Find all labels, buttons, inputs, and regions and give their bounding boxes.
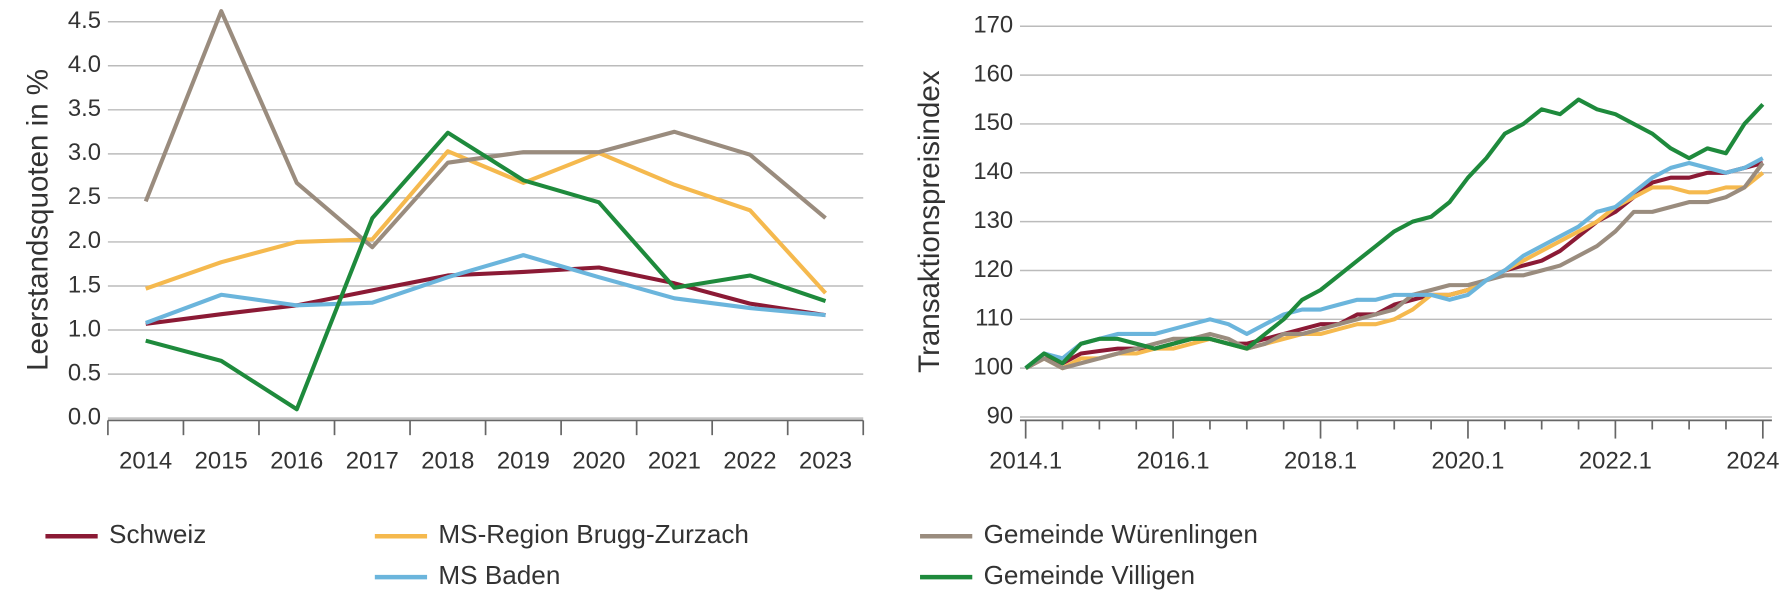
series-line (1024, 156, 1764, 370)
y-tick-label: 4.0 (68, 51, 101, 78)
x-tick-label: 2015 (195, 448, 248, 475)
y-tick-label: 2.0 (68, 227, 101, 254)
x-tick-label: 2016.1 (1137, 448, 1210, 475)
series-line (1024, 171, 1765, 371)
y-tick-label: 140 (973, 158, 1013, 185)
y-axis-title: Leerstandsquoten in % (22, 69, 55, 371)
legend-label: MS-Region Brugg-Zurzach (438, 519, 749, 549)
series-line (145, 130, 827, 412)
y-tick-label: 120 (973, 256, 1013, 283)
y-tick-label: 0.5 (68, 359, 101, 386)
x-tick-label: 2022 (723, 448, 776, 475)
series-line (1024, 97, 1765, 370)
series-line (143, 9, 827, 250)
y-tick-label: 3.5 (68, 95, 101, 122)
x-tick-label: 2023 (799, 448, 852, 475)
y-tick-label: 1.5 (68, 271, 101, 298)
y-tick-label: 3.0 (68, 139, 101, 166)
y-tick-label: 1.0 (68, 315, 101, 342)
legend-label: MS Baden (438, 560, 560, 590)
y-axis-title: Transaktionspreisindex (913, 70, 946, 373)
series-line (145, 253, 826, 325)
y-tick-label: 150 (973, 109, 1013, 136)
x-tick-label: 2022.1 (1579, 448, 1652, 475)
series-line (145, 149, 828, 295)
x-tick-label: 2018 (421, 448, 474, 475)
y-tick-label: 0.0 (68, 403, 101, 430)
legend-label: Schweiz (109, 519, 206, 549)
y-tick-label: 130 (973, 207, 1013, 234)
x-tick-label: 2019 (497, 448, 550, 475)
y-tick-label: 90 (987, 402, 1014, 429)
y-tick-label: 2.5 (68, 183, 101, 210)
x-tick-label: 2017 (346, 448, 399, 475)
x-tick-label: 2024.1 (1726, 448, 1781, 475)
x-tick-label: 2014 (119, 448, 172, 475)
x-tick-label: 2016 (270, 448, 323, 475)
y-tick-label: 170 (973, 12, 1013, 39)
series-line (145, 265, 826, 326)
legend-label: Gemeinde Würenlingen (984, 519, 1258, 549)
x-tick-label: 2014.1 (989, 448, 1062, 475)
x-tick-label: 2020 (572, 448, 625, 475)
x-tick-label: 2020.1 (1431, 448, 1504, 475)
y-tick-label: 110 (975, 305, 1013, 332)
x-tick-label: 2018.1 (1284, 448, 1357, 475)
series-line (1024, 161, 1765, 371)
series-line (1024, 161, 1764, 370)
legend-label: Gemeinde Villigen (984, 560, 1195, 590)
x-tick-label: 2021 (648, 448, 701, 475)
y-tick-label: 100 (973, 353, 1013, 380)
y-tick-label: 4.5 (68, 7, 101, 34)
y-tick-label: 160 (973, 60, 1013, 87)
